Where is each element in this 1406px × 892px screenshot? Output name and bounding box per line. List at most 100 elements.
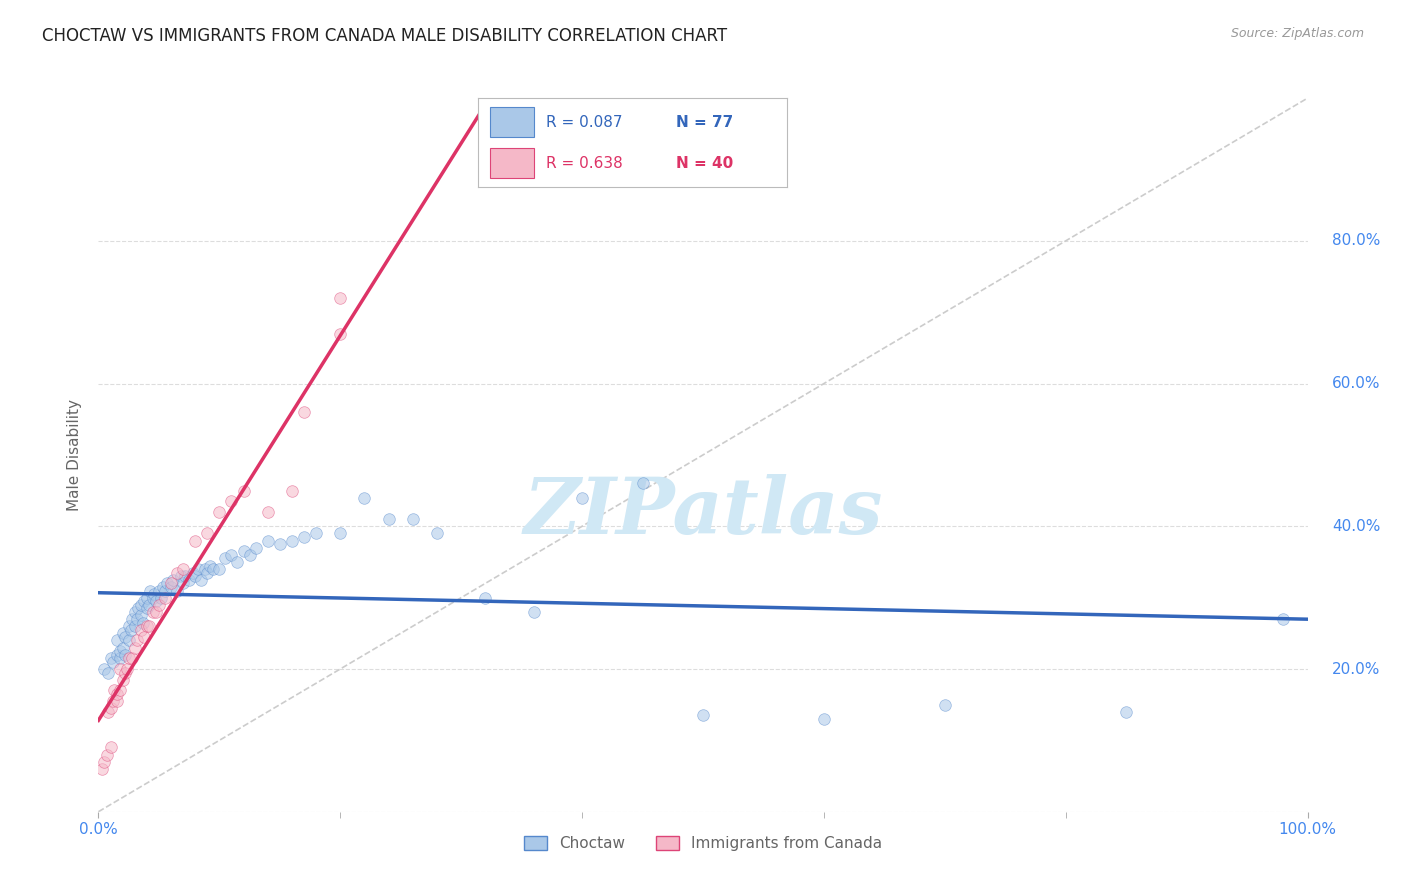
Point: [93, 755, 115, 769]
Point: [198, 558, 221, 573]
Point: [177, 573, 201, 587]
Point: [124, 640, 146, 655]
Point: [108, 662, 131, 676]
Text: 20.0%: 20.0%: [1331, 662, 1381, 676]
Point: [108, 683, 131, 698]
Point: [202, 562, 225, 576]
Text: 60.0%: 60.0%: [1331, 376, 1381, 391]
Point: [208, 505, 231, 519]
Point: [377, 512, 399, 526]
Point: [934, 698, 956, 712]
Point: [162, 573, 184, 587]
Point: [153, 591, 176, 605]
Point: [172, 576, 194, 591]
Point: [97, 665, 120, 680]
Point: [101, 694, 124, 708]
Point: [127, 612, 149, 626]
Point: [124, 619, 146, 633]
Point: [105, 648, 128, 662]
Point: [120, 623, 142, 637]
Point: [172, 562, 194, 576]
Point: [105, 694, 128, 708]
Point: [111, 673, 134, 687]
Point: [105, 687, 128, 701]
Point: [292, 530, 315, 544]
Y-axis label: Male Disability: Male Disability: [67, 399, 83, 511]
Point: [129, 598, 152, 612]
Point: [105, 633, 128, 648]
Point: [135, 601, 157, 615]
Point: [269, 537, 291, 551]
Point: [221, 548, 243, 562]
Point: [121, 651, 143, 665]
Text: CHOCTAW VS IMMIGRANTS FROM CANADA MALE DISABILITY CORRELATION CHART: CHOCTAW VS IMMIGRANTS FROM CANADA MALE D…: [42, 27, 727, 45]
Text: R = 0.638: R = 0.638: [546, 156, 623, 170]
Point: [194, 562, 217, 576]
Point: [101, 655, 124, 669]
Point: [108, 644, 131, 658]
Point: [132, 615, 155, 630]
Point: [329, 526, 352, 541]
Point: [129, 608, 152, 623]
Point: [96, 747, 118, 762]
Text: N = 40: N = 40: [676, 156, 734, 170]
Point: [97, 705, 120, 719]
Point: [187, 562, 209, 576]
Point: [121, 612, 143, 626]
Point: [1115, 705, 1137, 719]
Legend: Choctaw, Immigrants from Canada: Choctaw, Immigrants from Canada: [517, 830, 889, 857]
Point: [117, 662, 139, 676]
Point: [118, 619, 141, 633]
Text: N = 77: N = 77: [676, 115, 734, 129]
Point: [129, 623, 152, 637]
Point: [139, 583, 162, 598]
Point: [127, 601, 149, 615]
Point: [208, 562, 231, 576]
Point: [148, 583, 170, 598]
Point: [138, 619, 160, 633]
Point: [239, 548, 262, 562]
Point: [305, 526, 328, 541]
Text: R = 0.087: R = 0.087: [546, 115, 623, 129]
Point: [329, 326, 352, 341]
Text: ZIPatlas: ZIPatlas: [523, 474, 883, 550]
Point: [474, 591, 496, 605]
Point: [111, 640, 134, 655]
Point: [195, 526, 218, 541]
Point: [281, 533, 304, 548]
Point: [114, 630, 136, 644]
Point: [156, 576, 179, 591]
Point: [292, 405, 315, 419]
Point: [93, 662, 115, 676]
Point: [631, 476, 654, 491]
Point: [111, 626, 134, 640]
Point: [142, 605, 165, 619]
Point: [118, 651, 141, 665]
Point: [181, 566, 204, 580]
Point: [256, 533, 278, 548]
Point: [114, 648, 136, 662]
Point: [174, 569, 197, 583]
Point: [426, 526, 449, 541]
Point: [166, 566, 188, 580]
Point: [150, 591, 173, 605]
Point: [692, 708, 714, 723]
Text: 80.0%: 80.0%: [1331, 234, 1381, 248]
Point: [142, 591, 165, 605]
Point: [166, 583, 188, 598]
Point: [232, 544, 254, 558]
Point: [124, 605, 146, 619]
Point: [148, 598, 170, 612]
Point: [127, 633, 149, 648]
Point: [184, 569, 207, 583]
Text: Source: ZipAtlas.com: Source: ZipAtlas.com: [1230, 27, 1364, 40]
Point: [813, 712, 835, 726]
Point: [135, 619, 157, 633]
Point: [145, 605, 167, 619]
Point: [100, 740, 122, 755]
Point: [256, 505, 278, 519]
Point: [281, 483, 304, 498]
Point: [100, 701, 122, 715]
Point: [1272, 612, 1295, 626]
Point: [153, 583, 176, 598]
